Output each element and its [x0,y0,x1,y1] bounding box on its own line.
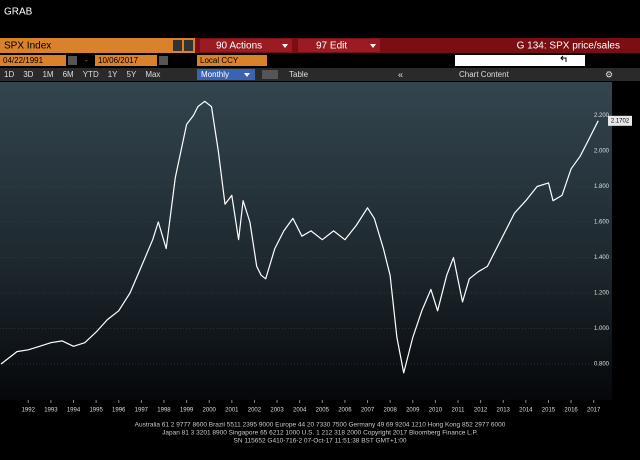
x-tick-label: 2002 [248,408,262,414]
y-tick-label: 2.000 [594,149,610,155]
y-tick-label: 1.600 [594,220,610,226]
period-button[interactable]: 6M [63,70,74,79]
x-tick-label: 2011 [452,408,466,414]
x-tick-label: 2007 [361,408,375,414]
footer-line: SN 115652 G410-716-2 07-Oct-17 11:51:38 … [234,438,407,445]
end-date: 10/06/2017 [98,56,139,65]
x-tick-label: 1996 [112,408,126,414]
x-tick-label: 1994 [67,408,81,414]
x-tick-label: 2010 [429,408,443,414]
y-tick-label: 1.200 [594,291,610,297]
x-tick-label: 2005 [316,408,330,414]
start-date-box[interactable] [0,55,66,66]
price-sales-line [0,100,599,374]
settings-icon[interactable]: ⚙ [605,69,613,79]
x-tick-label: 1995 [89,408,103,414]
y-tick-label: 1.000 [594,326,610,332]
last-value-box [608,115,632,126]
period-button[interactable]: YTD [83,70,99,79]
last-value-label: 2.1702 [611,118,630,124]
x-tick-label: 1993 [44,408,58,414]
dropdown-arrow [244,73,250,77]
x-tick-label: 2016 [564,408,578,414]
actions-label: 90 Actions [216,41,262,52]
x-tick-label: 2013 [497,408,511,414]
x-tick-label: 2004 [293,408,307,414]
x-tick-label: 2012 [474,408,488,414]
line-chart-button[interactable] [262,70,278,79]
x-tick-label: 2000 [203,408,217,414]
edit-menu[interactable] [298,39,380,52]
ticker: SPX Index [4,41,51,52]
calendar-button[interactable] [159,56,168,65]
undo-area[interactable] [455,55,585,66]
period-button[interactable]: 1M [42,70,53,79]
y-tick-label: 1.400 [594,255,610,261]
period-button[interactable]: 1D [4,70,14,79]
currency-box[interactable] [197,55,267,66]
calendar-button[interactable] [68,56,77,65]
period-button[interactable]: 1Y [108,70,118,79]
dropdown-arrow [282,44,288,48]
actions-menu[interactable] [200,39,292,52]
ticker-box[interactable] [0,38,195,53]
period-button[interactable]: Max [145,70,160,79]
start-date: 04/22/1991 [3,56,44,65]
x-tick-label: 1998 [157,408,171,414]
x-tick-label: 2006 [338,408,352,414]
period-bar [0,68,640,81]
plot-area [0,82,612,400]
frequency-box[interactable] [197,69,255,80]
x-tick-label: 1999 [180,408,194,414]
x-tick-label: 2001 [225,408,239,414]
dropdown-arrow [370,44,376,48]
window-title: GRAB [4,7,33,18]
chart: 0.800 1.000 1.200 1.400 1.600 1.800 2.000 2.200… [0,100,632,414]
undo-icon [560,55,567,62]
footer-line: Australia 61 2 9777 8600 Brazil 5511 239… [135,422,506,429]
back-button[interactable] [173,40,182,51]
y-tick-label: 1.800 [594,184,610,190]
edit-label: 97 Edit [316,41,347,52]
x-tick-label: 2015 [542,408,556,414]
function-title: G 134: SPX price/sales [517,41,620,52]
y-tick-label: 2.200 [594,113,610,119]
period-buttons: 1D 3D 1M 6M YTD 1Y 5Y Max [4,70,160,79]
x-tick-label: 2017 [587,408,601,414]
x-tick-label: 2003 [270,408,284,414]
end-date-box[interactable] [95,55,157,66]
period-button[interactable]: 3D [23,70,33,79]
x-tick-label: 1992 [22,408,36,414]
table-button[interactable]: Table [289,70,309,79]
x-tick-label: 2009 [406,408,420,414]
x-tick-label: 2008 [383,408,397,414]
x-tick-label: 1997 [135,408,149,414]
date-separator: - [85,56,88,65]
collapse-icon[interactable]: « [398,69,403,79]
x-tick-label: 2014 [519,408,533,414]
period-button[interactable]: 5Y [127,70,137,79]
currency: Local CCY [200,56,239,65]
forward-button[interactable] [184,40,193,51]
chart-content-button[interactable]: Chart Content [459,70,510,79]
y-tick-label: 0.800 [594,362,610,368]
frequency: Monthly [201,70,229,79]
footer-line: Japan 81 3 3201 8900 Singapore 65 6212 1… [162,430,478,437]
